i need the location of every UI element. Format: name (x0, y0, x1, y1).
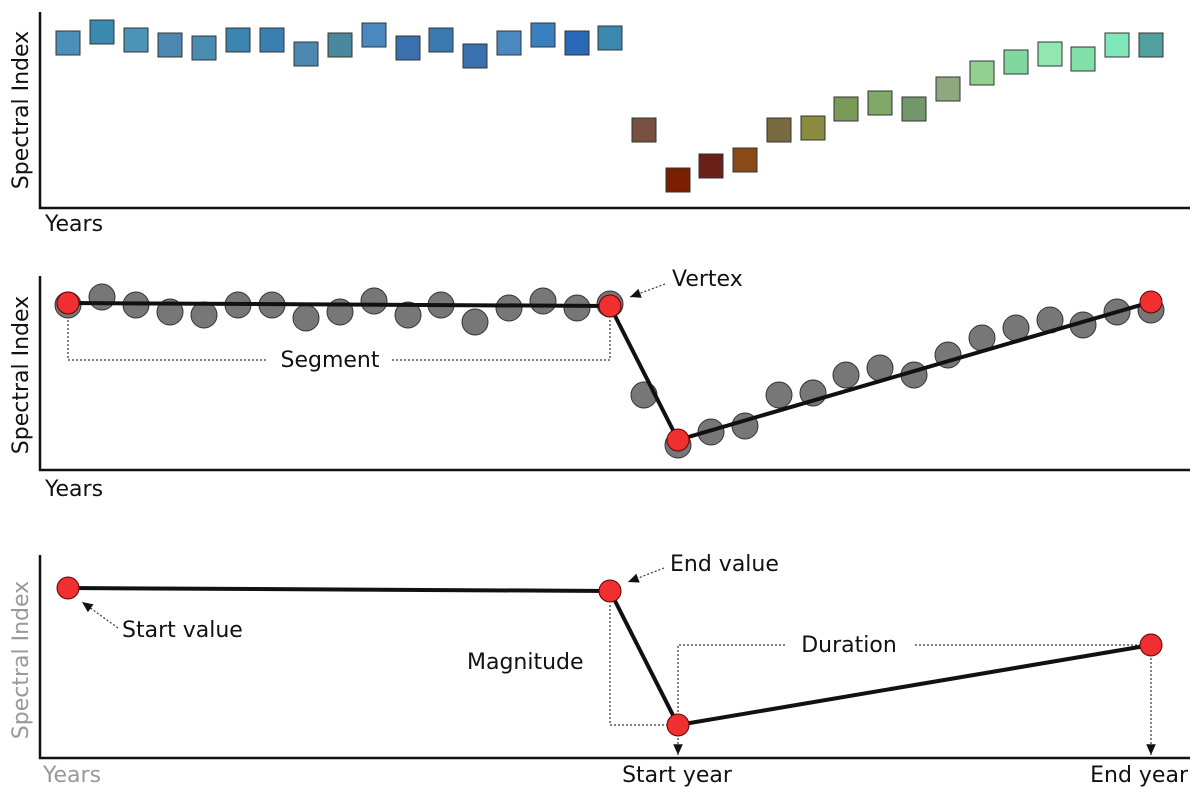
observation (1070, 46, 1096, 72)
fitted-line (67, 586, 1152, 728)
observation (259, 27, 285, 53)
observation (292, 304, 320, 332)
vertex (56, 291, 80, 315)
observation (765, 381, 793, 409)
observation (394, 301, 422, 329)
observation (496, 30, 522, 56)
axes (38, 12, 1190, 210)
panel-fit: Years Spectral Index Vertex Segment (9, 267, 1190, 502)
vertex (666, 428, 690, 452)
x-label: Years (44, 212, 103, 237)
y-label: Spectral Index (9, 581, 34, 739)
vertex (1139, 633, 1163, 657)
vertex (598, 294, 622, 318)
panel-metrics: Years Spectral Index Start value End valu… (9, 552, 1190, 788)
observation (665, 167, 691, 193)
observation (732, 147, 758, 173)
observation (833, 96, 859, 122)
observation (395, 35, 421, 61)
observation (88, 283, 116, 311)
observation (55, 30, 81, 56)
arrow (629, 283, 666, 298)
observation (360, 287, 388, 315)
observation (698, 153, 724, 179)
observation (225, 27, 251, 53)
annotation: Segment (281, 348, 380, 373)
observation (327, 32, 353, 58)
annotation: Duration (801, 633, 897, 658)
observation (1003, 49, 1029, 75)
label-background (785, 632, 913, 660)
observation (428, 27, 454, 53)
label-background (268, 347, 392, 375)
observation (89, 19, 115, 45)
observation (935, 76, 961, 102)
vertex (666, 713, 690, 737)
fitted-line (67, 300, 1152, 443)
observation (1138, 32, 1164, 58)
observation (969, 60, 995, 86)
vertex (56, 576, 80, 600)
observation (530, 22, 556, 48)
observation (190, 301, 218, 329)
panel-raw: Years Spectral Index (9, 12, 1190, 237)
observation (462, 43, 488, 69)
annotation: End value (670, 552, 779, 577)
observation (123, 27, 149, 53)
arrow (627, 567, 665, 583)
observation (293, 41, 319, 67)
vertex (598, 579, 622, 603)
observation (766, 117, 792, 143)
axes (38, 555, 1190, 760)
observation (191, 35, 217, 61)
observation (495, 294, 523, 322)
y-label: Spectral Index (9, 296, 34, 454)
observation (800, 115, 826, 141)
observation (157, 32, 183, 58)
observation (631, 117, 657, 143)
observation (563, 294, 591, 322)
observation (1104, 32, 1130, 58)
magnitude-bracket (609, 605, 670, 726)
observation (564, 30, 590, 56)
observation (1037, 41, 1063, 67)
observation (901, 96, 927, 122)
observation (867, 90, 893, 116)
observation (597, 25, 623, 51)
annotation: Start value (122, 618, 243, 643)
x-label: Years (44, 477, 103, 502)
annotation: End year (1090, 763, 1189, 788)
observation (529, 287, 557, 315)
observation (361, 22, 387, 48)
arrow (81, 601, 119, 629)
observation (832, 361, 860, 389)
annotation: Start year (622, 763, 733, 788)
annotation: Magnitude (467, 650, 584, 675)
x-label: Years (42, 763, 101, 788)
observation (461, 308, 489, 336)
y-label: Spectral Index (9, 31, 34, 189)
axes (38, 276, 1190, 472)
vertex (1139, 290, 1163, 314)
annotation: Vertex (672, 267, 743, 292)
segment-bracket (67, 320, 611, 361)
